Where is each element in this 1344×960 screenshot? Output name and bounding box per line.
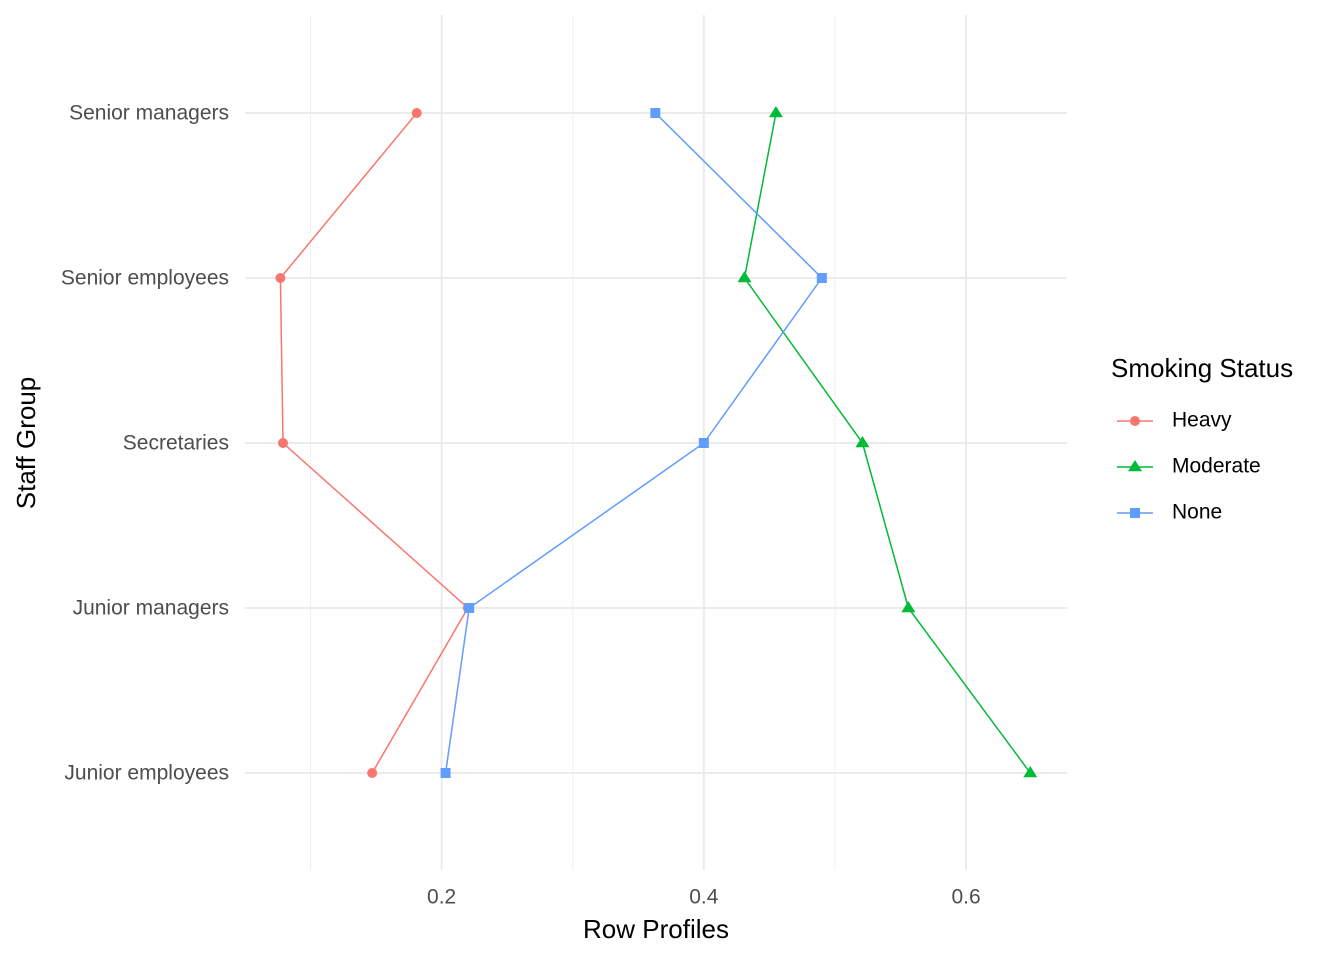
y-axis-title: Staff Group <box>11 377 41 510</box>
marker <box>440 768 451 778</box>
marker <box>816 273 827 283</box>
marker <box>278 438 289 448</box>
marker <box>1023 766 1038 778</box>
x-tick-label: 0.6 <box>951 886 980 909</box>
marker <box>855 436 870 448</box>
legend-title: Smoking Status <box>1111 353 1293 383</box>
marker <box>768 106 783 118</box>
y-tick-label: Secretaries <box>123 432 229 455</box>
marker <box>1128 460 1142 472</box>
y-tick-label: Junior employees <box>64 762 229 785</box>
x-tick-label: 0.2 <box>427 886 456 909</box>
y-tick-label: Junior managers <box>73 597 229 620</box>
marker <box>367 768 378 778</box>
marker <box>464 603 475 613</box>
marker <box>698 438 709 448</box>
y-tick-label: Senior managers <box>69 102 229 125</box>
marker <box>650 108 661 118</box>
legend-label: Moderate <box>1172 455 1261 478</box>
legend-label: None <box>1172 501 1222 524</box>
marker <box>737 271 752 283</box>
marker <box>275 273 286 283</box>
x-axis-title: Row Profiles <box>583 914 729 944</box>
marker <box>1130 416 1140 426</box>
y-tick-label: Senior employees <box>61 267 229 290</box>
legend-label: Heavy <box>1172 409 1232 432</box>
marker <box>901 601 916 613</box>
marker <box>1130 508 1140 518</box>
marker <box>411 108 422 118</box>
x-tick-label: 0.4 <box>689 886 719 909</box>
